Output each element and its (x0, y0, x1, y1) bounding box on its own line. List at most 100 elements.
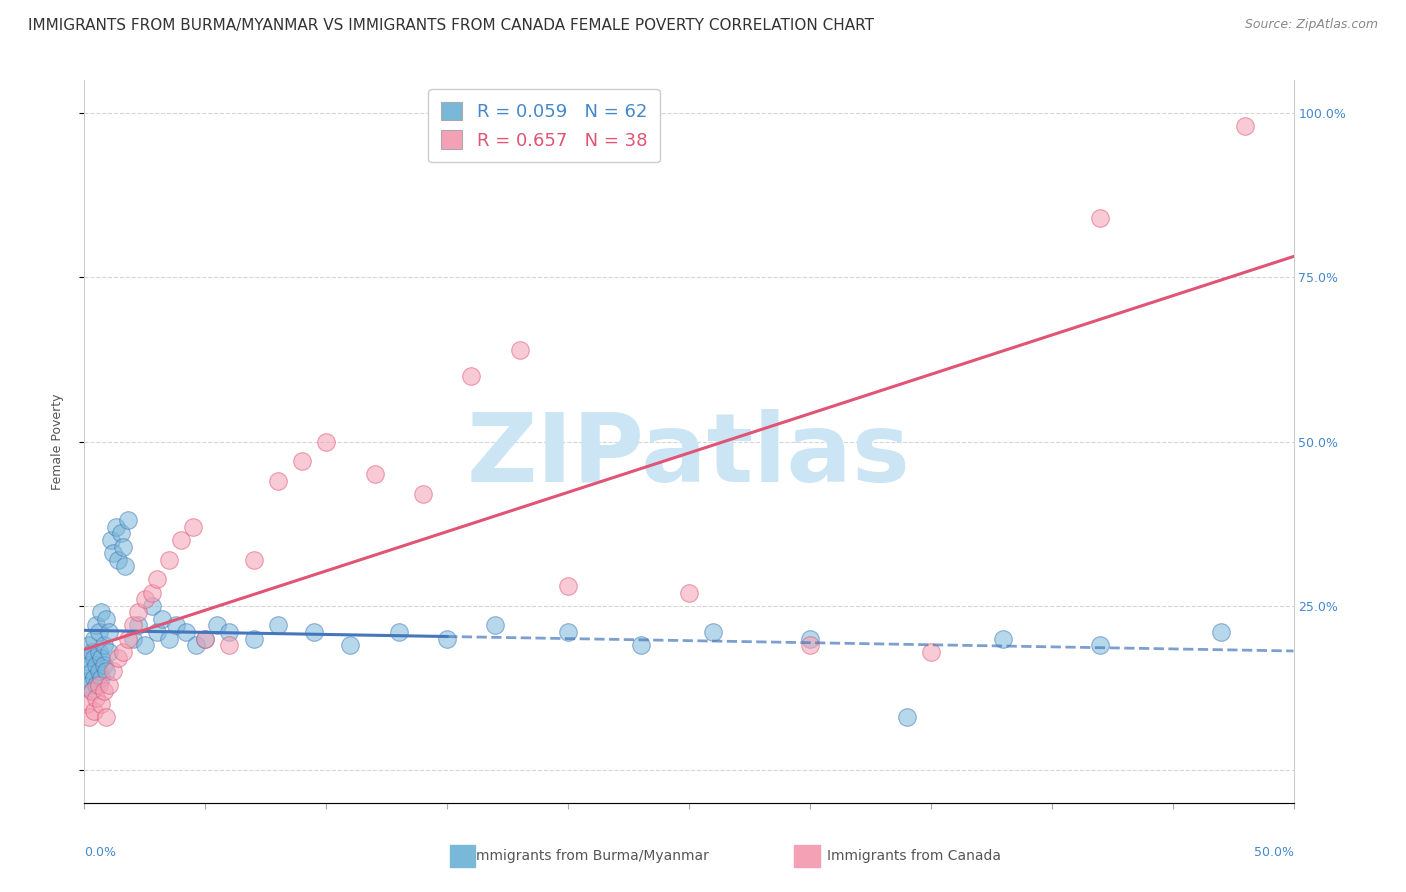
Point (83, 632, 105, 646)
Point (87, 677, 110, 691)
Point (80, 645, 103, 659)
Point (267, 618, 290, 632)
Point (97, 625, 120, 640)
Point (993, 632, 1015, 646)
Point (170, 533, 193, 547)
Point (114, 559, 136, 574)
Point (412, 487, 434, 501)
Point (484, 618, 506, 632)
Point (242, 632, 264, 646)
Point (509, 343, 531, 357)
Point (80, 684, 103, 698)
Point (291, 454, 314, 468)
Point (76, 651, 98, 665)
Point (83, 704, 105, 718)
Text: 0.0%: 0.0% (84, 847, 117, 859)
Point (110, 526, 132, 541)
Point (94, 612, 117, 626)
Point (103, 546, 125, 560)
Point (1088, 211, 1111, 226)
Point (90, 671, 112, 685)
Text: ZIPatlas: ZIPatlas (467, 409, 911, 502)
Point (702, 625, 724, 640)
Text: IMMIGRANTS FROM BURMA/MYANMAR VS IMMIGRANTS FROM CANADA FEMALE POVERTY CORRELATI: IMMIGRANTS FROM BURMA/MYANMAR VS IMMIGRA… (28, 18, 875, 33)
Point (194, 632, 217, 646)
Point (121, 618, 143, 632)
Point (86, 657, 108, 672)
Point (181, 520, 204, 534)
Point (174, 625, 197, 640)
Text: Immigrants from Canada: Immigrants from Canada (827, 849, 1001, 863)
Point (94, 710, 117, 724)
Point (77, 710, 100, 724)
Point (134, 592, 156, 607)
Point (90, 651, 112, 665)
Point (100, 533, 122, 547)
Point (127, 618, 149, 632)
Point (141, 599, 163, 613)
Text: Immigrants from Burma/Myanmar: Immigrants from Burma/Myanmar (472, 849, 709, 863)
Point (194, 632, 217, 646)
Point (90, 698, 112, 712)
Point (134, 638, 156, 652)
Text: 50.0%: 50.0% (1254, 847, 1294, 859)
Point (460, 368, 482, 383)
Point (157, 553, 180, 567)
Point (146, 625, 169, 640)
Point (117, 632, 139, 646)
Point (107, 553, 129, 567)
Point (184, 638, 207, 652)
Point (557, 579, 579, 593)
Point (76, 698, 98, 712)
Point (86, 690, 108, 705)
Point (94, 665, 117, 679)
Point (146, 573, 169, 587)
Point (93, 638, 115, 652)
Y-axis label: Female Poverty: Female Poverty (51, 393, 63, 490)
Point (97, 645, 120, 659)
Point (267, 474, 290, 488)
Point (315, 434, 337, 449)
Point (127, 605, 149, 619)
Point (86, 677, 108, 691)
Point (165, 618, 187, 632)
Point (87, 645, 110, 659)
Point (242, 553, 264, 567)
Point (86, 618, 108, 632)
Point (799, 638, 821, 652)
Point (77, 638, 100, 652)
Point (76, 671, 98, 685)
Point (93, 657, 115, 672)
Point (83, 671, 105, 685)
Point (1234, 120, 1257, 134)
Point (103, 665, 125, 679)
Point (363, 467, 385, 482)
Point (157, 632, 180, 646)
Point (112, 645, 135, 659)
Point (799, 632, 821, 646)
Point (218, 638, 240, 652)
Point (141, 585, 163, 599)
Point (388, 625, 411, 640)
Text: Source: ZipAtlas.com: Source: ZipAtlas.com (1244, 18, 1378, 31)
Point (150, 612, 173, 626)
Point (207, 618, 229, 632)
Point (77, 657, 100, 672)
Point (77, 677, 100, 691)
Legend: R = 0.059   N = 62, R = 0.657   N = 38: R = 0.059 N = 62, R = 0.657 N = 38 (427, 89, 659, 162)
Point (112, 540, 135, 554)
Point (87, 665, 110, 679)
Point (93, 684, 115, 698)
Point (218, 625, 240, 640)
Point (97, 677, 120, 691)
Point (80, 684, 103, 698)
Point (87, 625, 110, 640)
Point (920, 645, 942, 659)
Point (436, 632, 458, 646)
Point (83, 651, 105, 665)
Point (117, 513, 139, 527)
Point (1209, 625, 1232, 640)
Point (104, 520, 127, 534)
Point (557, 625, 579, 640)
Point (90, 605, 112, 619)
